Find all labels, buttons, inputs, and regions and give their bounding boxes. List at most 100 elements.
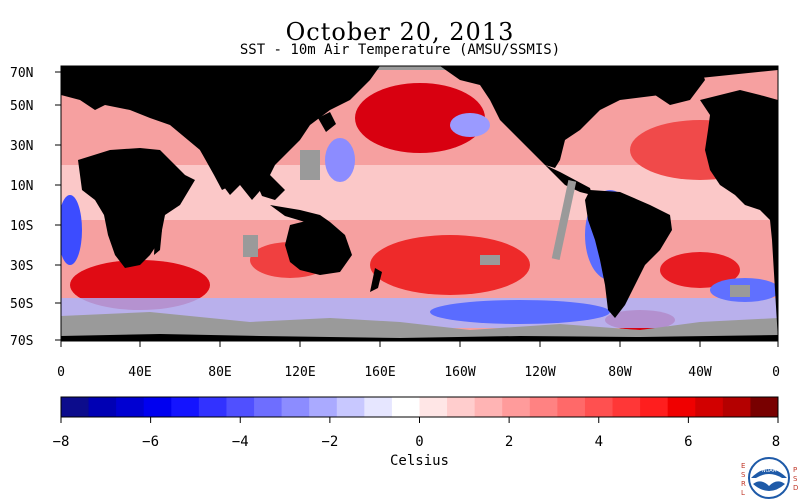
greenland-land (640, 66, 705, 105)
lon-labels: 0 40E 80E 120E 160E 160W 120W 80W 40W 0 (57, 365, 780, 380)
eurasia-land (61, 66, 380, 200)
colorbar-segment (336, 397, 365, 417)
missing-data-patch-3 (480, 255, 500, 265)
lat-label: 50N (10, 99, 33, 114)
south-pacific-warm-anomaly (370, 235, 530, 295)
colorbar-tick-label: −6 (142, 434, 159, 450)
colorbar-tick-label: 2 (505, 434, 513, 450)
south-america-land (585, 190, 672, 318)
africa-europe-right-land (700, 90, 778, 340)
colorbar (60, 397, 779, 423)
colorbar-tick-label: 0 (415, 434, 423, 450)
chart-title: October 20, 2013 (285, 18, 515, 46)
colorbar-segment (88, 397, 117, 417)
colorbar-segment (61, 397, 90, 417)
noaa-seal-top (751, 469, 787, 478)
colorbar-segment (474, 397, 503, 417)
map-panel (61, 66, 778, 341)
colorbar-segment (309, 397, 338, 417)
north-america-land (440, 66, 778, 168)
lon-label: 40W (688, 365, 712, 380)
lat-label: 10S (10, 219, 33, 234)
colorbar-segment (640, 397, 669, 417)
colorbar-tick-label: 8 (772, 434, 780, 450)
colorbar-segment (171, 397, 200, 417)
colorbar-tick-label: 4 (595, 434, 603, 450)
lat-labels: 70N 50N 30N 10N 10S 30S 50S 70S (10, 66, 33, 349)
colorbar-segment (502, 397, 531, 417)
colorbar-segment (364, 397, 393, 417)
lon-label: 120E (284, 365, 315, 380)
south-atlantic-warm-anomaly (660, 252, 740, 288)
lat-label: 30S (10, 259, 33, 274)
colorbar-segment (529, 397, 558, 417)
lat-label: 70S (10, 334, 33, 349)
colorbar-segment (722, 397, 751, 417)
lat-ticks (55, 71, 61, 341)
esrl-text: E (741, 462, 745, 470)
colorbar-segment (419, 397, 448, 417)
noaa-esrl-psd-logo: E S R L P S D NOAA (741, 457, 798, 499)
missing-data-patch-4 (730, 285, 750, 297)
lat-label: 10N (10, 179, 33, 194)
colorbar-segment (750, 397, 779, 417)
colorbar-segment (198, 397, 227, 417)
esrl-text: L (741, 489, 745, 497)
colorbar-segment (116, 397, 145, 417)
colorbar-tick-label: −2 (321, 434, 338, 450)
psd-text: D (793, 484, 798, 492)
lon-label: 160W (444, 365, 475, 380)
noaa-seal-bottom (753, 481, 785, 491)
indochina-land (255, 175, 285, 200)
noaa-seal-text: NOAA (762, 468, 777, 474)
new-zealand-land (370, 268, 382, 292)
esrl-text: S (741, 471, 746, 479)
chart-subtitle: SST - 10m Air Temperature (AMSU/SSMIS) (239, 42, 561, 58)
colorbar-segment (143, 397, 172, 417)
central-america-land (545, 165, 592, 195)
colorbar-segment (612, 397, 641, 417)
colorbar-tick-labels: −8 −6 −4 −2 0 2 4 6 8 (53, 434, 781, 450)
colorbar-frame (60, 396, 779, 418)
colorbar-segment (447, 397, 476, 417)
noaa-seal-bird (756, 474, 782, 482)
lon-label: 80W (608, 365, 632, 380)
southern-ocean-cool-anomaly (430, 300, 610, 324)
japan-land (318, 112, 336, 132)
antarctic-sea-ice (61, 312, 778, 341)
missing-data-patch-2 (243, 235, 258, 257)
colorbar-segment (254, 397, 283, 417)
lat-label: 50S (10, 297, 33, 312)
south-indian-warm-anomaly (70, 260, 210, 310)
colorbar-segment (281, 397, 310, 417)
antarctica-land (61, 334, 778, 341)
lon-label: 40E (128, 365, 151, 380)
india-land (200, 148, 240, 190)
lon-label: 120W (524, 365, 555, 380)
esrl-text: R (741, 480, 746, 488)
colorbar-unit-label: Celsius (390, 453, 449, 469)
lon-label: 0 (772, 365, 780, 380)
west-pacific-cool-anomaly (325, 138, 355, 182)
lon-label: 160E (364, 365, 395, 380)
australia-land (285, 220, 352, 275)
psd-text: S (793, 475, 798, 483)
map-frame (60, 65, 779, 342)
lon-ticks (60, 341, 779, 347)
lat-label: 70N (10, 66, 33, 81)
north-pacific-warm-anomaly (355, 83, 485, 153)
missing-data-patch-1 (300, 150, 320, 180)
colorbar-tick-label: 6 (684, 434, 692, 450)
madagascar-land (154, 230, 162, 255)
colorbar-segment (695, 397, 724, 417)
southeast-atlantic-cool-anomaly (61, 195, 82, 265)
colorbar-segment (391, 397, 420, 417)
colorbar-segment (667, 397, 696, 417)
colorbar-tick-label: −8 (53, 434, 70, 450)
indonesia-land (270, 205, 330, 222)
colorbar-segment (557, 397, 586, 417)
colorbar-tick-label: −4 (232, 434, 249, 450)
africa-land (78, 148, 195, 268)
lon-label: 0 (57, 365, 65, 380)
